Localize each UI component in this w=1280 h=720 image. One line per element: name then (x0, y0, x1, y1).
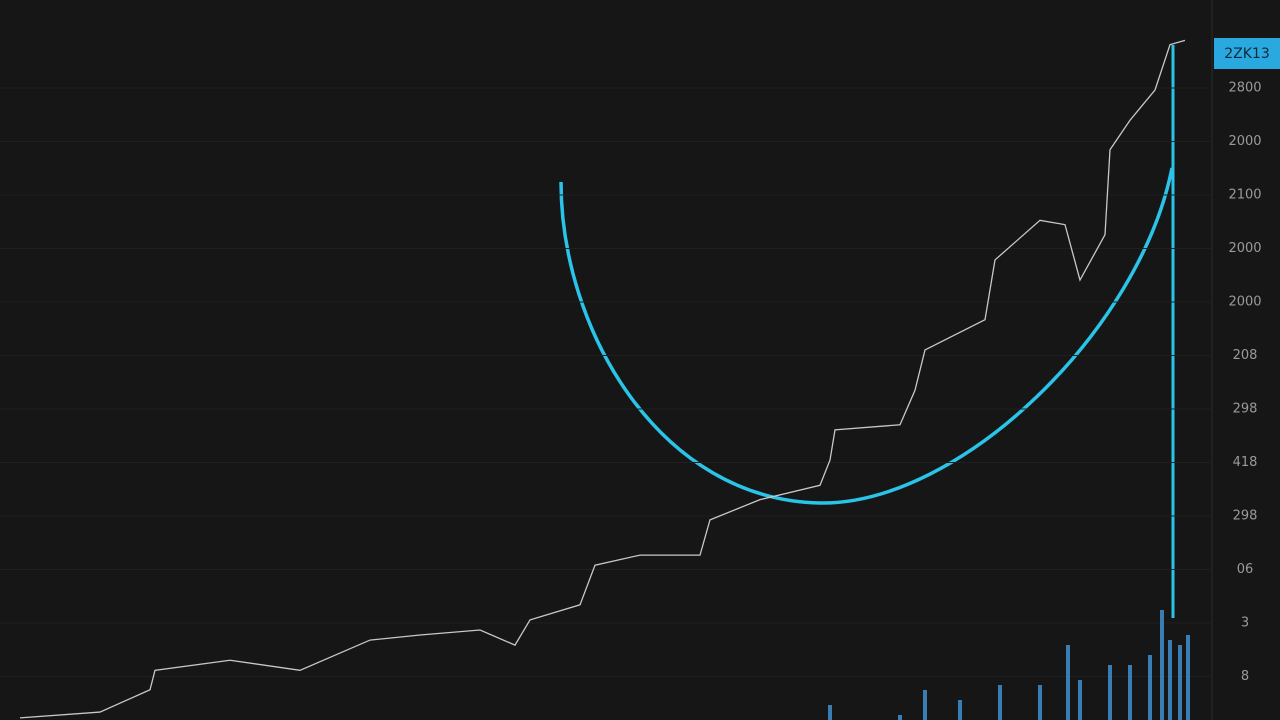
axis-label: 3 (1241, 616, 1249, 631)
price-tag: 2ZK13 (1224, 46, 1270, 62)
axis-label: 06 (1237, 562, 1254, 577)
axis-label: 208 (1233, 348, 1258, 363)
axis-label: 2800 (1228, 81, 1261, 96)
axis-label: 2100 (1228, 188, 1261, 203)
axis-label: 418 (1233, 455, 1258, 470)
volume-bar (1186, 635, 1190, 720)
volume-bar (1178, 645, 1182, 720)
price-line (19, 39, 1186, 719)
volume-bar (898, 715, 902, 720)
volume-bar (958, 700, 962, 720)
axis-label: 298 (1233, 402, 1258, 417)
volume-bar (1108, 665, 1112, 720)
axis-label: 298 (1233, 509, 1258, 524)
volume-bar (1038, 685, 1042, 720)
volume-bar (1168, 640, 1172, 720)
volume-bar (1160, 610, 1164, 720)
volume-bar (1078, 680, 1082, 720)
volume-bar (1066, 645, 1070, 720)
volume-bar (1148, 655, 1152, 720)
volume-bar (828, 705, 832, 720)
volume-bar (923, 690, 927, 720)
axis-label: 2000 (1228, 241, 1261, 256)
volume-bar (998, 685, 1002, 720)
axis-label: 2000 (1228, 295, 1261, 310)
drawn-arc (559, 167, 1174, 505)
price-tag-box (1214, 38, 1280, 69)
volume-bar (1128, 665, 1132, 720)
axis-label: 8 (1241, 669, 1249, 684)
marks: 2800 2000 2100 2000 2000 208 298 418 298 06 3 8 (0, 39, 1262, 720)
axis-label: 2000 (1228, 134, 1261, 149)
